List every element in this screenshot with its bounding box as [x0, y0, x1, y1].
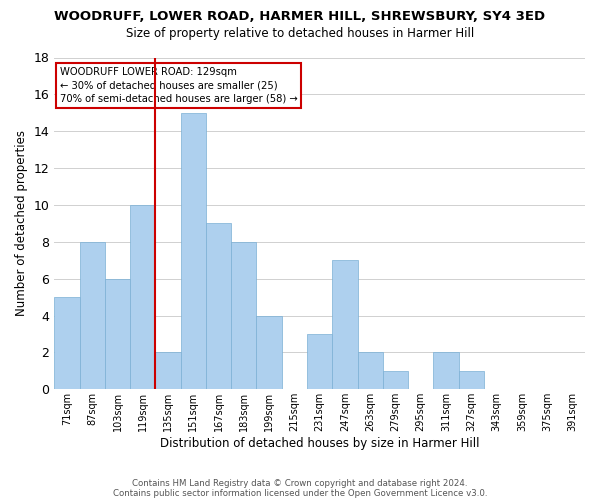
Bar: [181, 113, 206, 390]
Bar: [231, 242, 256, 390]
Text: WOODRUFF, LOWER ROAD, HARMER HILL, SHREWSBURY, SY4 3ED: WOODRUFF, LOWER ROAD, HARMER HILL, SHREW…: [55, 10, 545, 23]
Bar: [256, 316, 282, 390]
Text: Contains public sector information licensed under the Open Government Licence v3: Contains public sector information licen…: [113, 488, 487, 498]
Y-axis label: Number of detached properties: Number of detached properties: [15, 130, 28, 316]
Text: Size of property relative to detached houses in Harmer Hill: Size of property relative to detached ho…: [126, 28, 474, 40]
Bar: [155, 352, 181, 390]
Bar: [383, 371, 408, 390]
Bar: [458, 371, 484, 390]
Bar: [80, 242, 105, 390]
Bar: [433, 352, 458, 390]
X-axis label: Distribution of detached houses by size in Harmer Hill: Distribution of detached houses by size …: [160, 437, 479, 450]
Bar: [206, 224, 231, 390]
Bar: [54, 297, 80, 390]
Bar: [307, 334, 332, 390]
Bar: [105, 278, 130, 390]
Bar: [332, 260, 358, 390]
Text: WOODRUFF LOWER ROAD: 129sqm
← 30% of detached houses are smaller (25)
70% of sem: WOODRUFF LOWER ROAD: 129sqm ← 30% of det…: [59, 68, 298, 104]
Text: Contains HM Land Registry data © Crown copyright and database right 2024.: Contains HM Land Registry data © Crown c…: [132, 478, 468, 488]
Bar: [130, 205, 155, 390]
Bar: [358, 352, 383, 390]
